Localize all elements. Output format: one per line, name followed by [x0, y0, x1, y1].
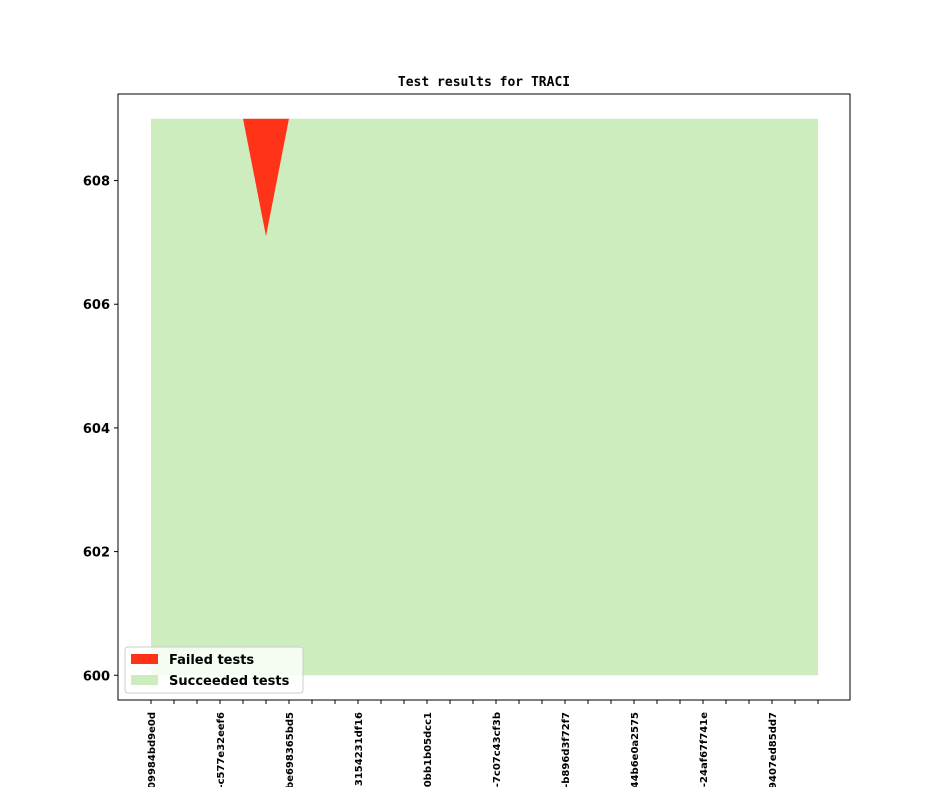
y-axis: 600 602 604 606 608	[83, 175, 118, 684]
x-tick-label: 9407ed85dd7	[768, 712, 779, 787]
plot-area	[151, 118, 818, 676]
chart-title: Test results for TRACI	[398, 75, 570, 90]
x-tick-label: 44b6e0a2575	[630, 712, 641, 787]
legend-swatch-failed	[131, 654, 158, 664]
legend-swatch-succeeded	[131, 675, 158, 685]
x-axis: 09984bd9e0d -c577e32eef6 be698365bd5 315423…	[147, 700, 819, 787]
legend-label-failed: Failed tests	[169, 653, 254, 668]
y-tick-label: 600	[83, 669, 110, 684]
y-tick-label: 606	[83, 298, 110, 313]
y-tick-label: 602	[83, 546, 110, 561]
y-tick-label: 608	[83, 175, 110, 190]
area-succeeded	[151, 118, 818, 676]
x-tick-label: -c577e32eef6	[216, 712, 227, 787]
x-tick-label: be698365bd5	[285, 712, 296, 787]
x-tick-label: 09984bd9e0d	[147, 712, 158, 787]
x-tick-label: 0bb1b05dcc1	[423, 712, 434, 787]
x-tick-label: 3154231df16	[354, 712, 365, 786]
x-tick-label: -7c07c43cf3b	[492, 712, 503, 787]
x-tick-label: -b896d3f72f7	[561, 712, 572, 787]
legend-label-succeeded: Succeeded tests	[169, 674, 290, 689]
axes-frame	[117, 93, 851, 701]
legend-box	[124, 646, 304, 694]
y-tick-label: 604	[83, 422, 110, 437]
legend: Failed tests Succeeded tests	[124, 646, 304, 694]
x-tick-label: -24af67f741e	[699, 712, 710, 787]
